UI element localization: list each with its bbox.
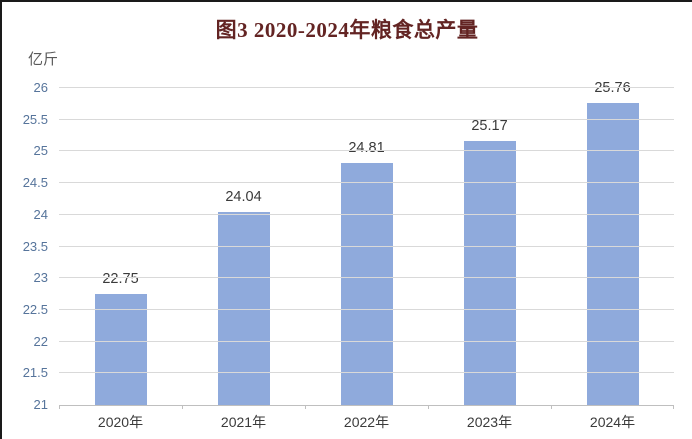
y-axis: 21 21.5 22 22.5 23 23.5 24 24.5 25 25.5 26	[2, 81, 48, 412]
bar-slot: 24.04	[182, 88, 305, 405]
y-axis-tick-label: 23	[33, 270, 48, 286]
x-axis-tick-label: 2023年	[466, 414, 513, 430]
gridline	[59, 213, 674, 215]
plot-area: 22.75 24.04 24.81 25.17 25.76	[59, 80, 674, 409]
gridline	[59, 245, 674, 247]
x-axis-tick-label: 2020年	[97, 414, 144, 430]
x-axis-tick-mark	[551, 405, 552, 409]
y-axis-tick-label: 25.5	[22, 111, 48, 127]
bars-row: 22.75 24.04 24.81 25.17 25.76	[59, 80, 674, 405]
gridline	[59, 150, 674, 152]
x-axis-tick-label: 2024年	[589, 414, 636, 430]
y-axis-tick-label: 24	[33, 206, 48, 222]
bar	[586, 103, 639, 405]
bar	[94, 294, 147, 405]
y-axis-tick-label: 21.5	[22, 365, 48, 381]
gridline	[59, 340, 674, 342]
y-axis-tick-label: 21	[33, 397, 48, 412]
x-axis-tick-label: 2022年	[343, 414, 390, 430]
bar-slot: 25.76	[551, 80, 674, 405]
gridline	[59, 182, 674, 184]
y-axis-tick-label: 26	[33, 80, 48, 95]
bar-value-label: 24.81	[348, 140, 385, 157]
y-axis-tick-label: 22	[33, 333, 48, 349]
x-axis-tick-label: 2021年	[220, 414, 267, 430]
x-axis-tick-mark	[59, 405, 60, 409]
chart-title: 图3 2020-2024年粮食总产量	[215, 18, 479, 42]
bar-value-label: 25.17	[471, 117, 508, 134]
bar	[463, 140, 516, 405]
y-axis-tick-label: 22.5	[22, 301, 48, 317]
y-axis-tick-label: 23.5	[22, 238, 48, 254]
y-axis-tick-label: 25	[33, 143, 48, 159]
bar-slot: 24.81	[305, 88, 428, 405]
bar-slot: 22.75	[59, 88, 182, 405]
bar-value-label: 24.04	[225, 189, 262, 206]
gridline	[59, 118, 674, 120]
bar-value-label: 25.76	[594, 80, 631, 97]
x-axis-tick-mark	[673, 405, 674, 409]
gridline	[59, 308, 674, 310]
x-axis: 2020年 2021年 2022年 2023年 2024年	[59, 412, 674, 434]
gridline	[59, 87, 674, 88]
bar	[340, 163, 393, 405]
x-axis-tick-mark	[428, 405, 429, 409]
bar-value-label: 22.75	[102, 271, 139, 288]
y-axis-tick-label: 24.5	[22, 175, 48, 191]
x-axis-tick-mark	[305, 405, 306, 409]
gridline	[59, 372, 674, 374]
x-axis-tick-mark	[182, 405, 183, 409]
bar-slot: 25.17	[428, 88, 551, 405]
y-axis-unit-label: 亿斤	[28, 51, 59, 68]
x-axis-baseline	[59, 405, 674, 406]
gridline	[59, 277, 674, 279]
